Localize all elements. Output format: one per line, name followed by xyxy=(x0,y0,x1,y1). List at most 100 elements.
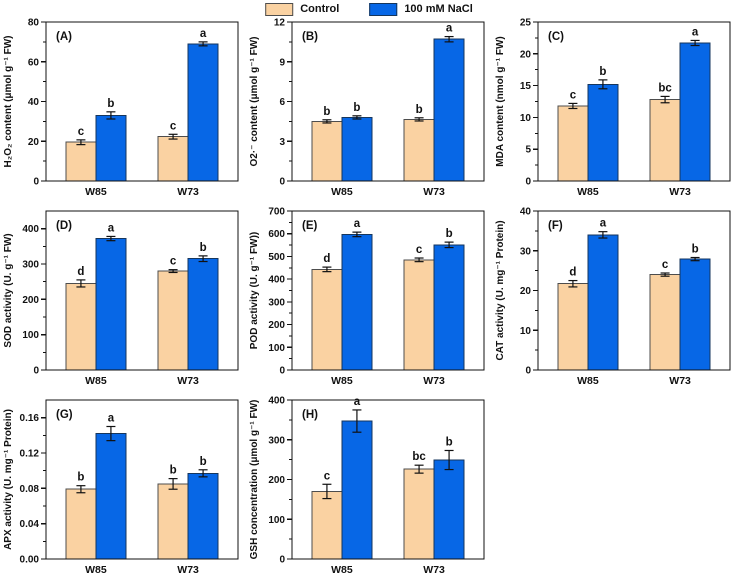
error-bar xyxy=(168,269,178,274)
error-bar xyxy=(352,409,362,433)
x-category-label: W73 xyxy=(669,186,691,198)
bar-100-mm-nacl-w73 xyxy=(433,459,465,560)
bar-100-mm-nacl-w85 xyxy=(341,420,373,560)
legend-label-nacl: 100 mM NaCl xyxy=(404,3,473,15)
x-category-label: W85 xyxy=(85,375,107,387)
sig-letter: a xyxy=(108,222,115,234)
y-tick-label: 0 xyxy=(279,555,285,566)
panel-label: (A) xyxy=(56,31,72,43)
legend-item-nacl: 100 mM NaCl xyxy=(369,2,473,16)
error-bar xyxy=(198,255,208,263)
y-tick-label: 20 xyxy=(520,286,532,297)
bar-control-w85 xyxy=(65,488,97,560)
legend: Control 100 mM NaCl xyxy=(265,0,473,18)
x-category-label: W85 xyxy=(577,186,599,198)
sig-letter: b xyxy=(170,465,177,477)
y-tick-label: 300 xyxy=(22,260,39,271)
y-tick-label: 100 xyxy=(268,515,285,526)
y-tick-label: 6 xyxy=(279,97,285,108)
y-tick-label: 400 xyxy=(22,224,39,235)
error-bar xyxy=(414,117,424,122)
x-category-label: W85 xyxy=(331,186,353,198)
sig-letter: d xyxy=(77,266,84,278)
x-category-label: W73 xyxy=(177,564,199,576)
legend-swatch-control-icon xyxy=(265,2,294,16)
y-tick-label: 40 xyxy=(28,97,40,108)
error-bar xyxy=(168,133,178,140)
y-tick-label: 100 xyxy=(22,330,39,341)
error-bar xyxy=(198,41,208,47)
chart-e: d c a b 0 100 200 300 400 500 600 700 W85 W73 (E) POD a… xyxy=(249,207,485,387)
y-tick-label: 30 xyxy=(520,246,532,257)
y-axis-label: CAT activity (U. mg⁻¹ Protein) xyxy=(495,220,506,360)
y-tick-label: 200 xyxy=(268,320,285,331)
y-tick-label: 20 xyxy=(520,49,532,60)
bar-control-w73 xyxy=(157,270,189,371)
sig-letter: bc xyxy=(412,451,426,463)
y-axis-label: O2·⁻ content (μmol g⁻¹ FW) xyxy=(249,37,260,167)
sig-letter: b xyxy=(446,228,453,240)
error-bar xyxy=(106,111,116,120)
sig-letter: c xyxy=(570,89,577,101)
bar-100-mm-nacl-w85 xyxy=(587,234,619,371)
y-tick-label: 0.04 xyxy=(20,519,40,530)
y-tick-label: 5 xyxy=(525,145,531,156)
panel-label: (F) xyxy=(548,220,563,232)
bar-control-w85 xyxy=(311,490,343,560)
bar-control-w73 xyxy=(649,274,681,371)
error-bar xyxy=(322,483,332,500)
x-category-label: W85 xyxy=(85,564,107,576)
error-bar xyxy=(444,241,454,249)
bar-control-w85 xyxy=(311,120,343,182)
legend-swatch-nacl-icon xyxy=(369,2,398,16)
panel-label: (D) xyxy=(56,220,72,232)
sig-letter: d xyxy=(323,253,330,265)
error-bar xyxy=(106,235,116,242)
y-tick-label: 400 xyxy=(268,275,285,286)
bar-control-w73 xyxy=(403,118,435,182)
sig-letter: a xyxy=(108,413,115,425)
y-tick-label: 10 xyxy=(520,326,532,337)
bar-100-mm-nacl-w85 xyxy=(95,433,127,560)
y-tick-label: 0 xyxy=(279,366,285,377)
sig-letter: c xyxy=(78,126,85,138)
y-tick-label: 80 xyxy=(28,18,40,29)
x-category-label: W73 xyxy=(177,375,199,387)
sig-letter: a xyxy=(354,218,361,230)
y-axis-label: GSH concentration (μmol g⁻¹ FW) xyxy=(249,400,260,560)
y-tick-label: 0 xyxy=(33,177,39,188)
error-bar xyxy=(690,39,700,47)
legend-item-control: Control xyxy=(265,2,339,16)
sig-letter: b xyxy=(200,242,207,254)
bar-100-mm-nacl-w85 xyxy=(587,83,619,182)
sig-letter: a xyxy=(600,218,607,230)
y-tick-label: 700 xyxy=(268,207,285,218)
bar-control-w73 xyxy=(403,259,435,371)
error-bar xyxy=(690,256,700,262)
bar-100-mm-nacl-w85 xyxy=(95,238,127,371)
y-tick-label: 3 xyxy=(279,137,285,148)
error-bar xyxy=(76,279,86,288)
bar-control-w73 xyxy=(403,468,435,560)
y-axis-label: H₂O₂ content (μmol g⁻¹ FW) xyxy=(3,36,14,168)
sig-letter: a xyxy=(446,23,453,35)
x-category-label: W85 xyxy=(85,186,107,198)
sig-letter: b xyxy=(77,472,84,484)
chart-b: b b b a 0 3 6 9 12 W85 W73 (B) O2·⁻ content (μmol g⁻… xyxy=(249,18,485,198)
sig-letter: a xyxy=(200,28,207,40)
error-bar xyxy=(198,469,208,478)
sig-letter: b xyxy=(107,98,114,110)
error-bar xyxy=(352,115,362,120)
y-tick-label: 15 xyxy=(520,81,532,92)
panel-h: c bc a b 0 100 200 300 400 W85 W73 (H) GSH concentra… xyxy=(246,392,492,581)
x-category-label: W85 xyxy=(331,564,353,576)
bar-100-mm-nacl-w73 xyxy=(187,472,219,560)
error-bar xyxy=(660,95,670,104)
chart-a: c c b a 0 20 40 60 80 W85 W73 (A) H₂O₂ content (μmol… xyxy=(3,18,239,198)
x-category-label: W73 xyxy=(177,186,199,198)
sig-letter: d xyxy=(569,267,576,279)
y-tick-label: 0.16 xyxy=(20,413,40,424)
y-tick-label: 300 xyxy=(268,297,285,308)
y-tick-label: 60 xyxy=(28,57,40,68)
